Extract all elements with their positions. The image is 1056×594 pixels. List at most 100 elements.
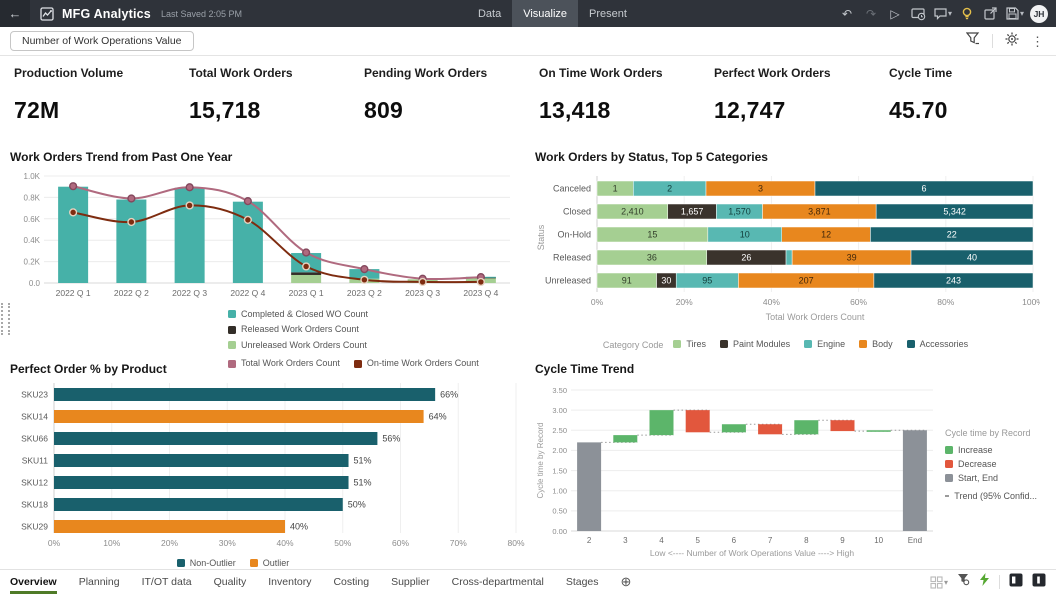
bar[interactable] [54,432,378,445]
bar[interactable] [54,388,436,401]
line-marker[interactable] [243,215,252,224]
kpi-cycle-time[interactable]: Cycle Time 45.70 [889,66,1056,124]
undo-icon[interactable]: ↶ [841,6,852,21]
bar-segment[interactable] [349,269,380,279]
segment-value-label: 1,570 [728,207,751,217]
bar[interactable] [54,410,424,423]
bar[interactable] [54,498,343,511]
filter-settings-icon[interactable] [957,573,970,591]
row-resize-handle[interactable] [1,303,10,335]
work-orders-by-status-svg[interactable]: 0%20%40%60%80%100%Canceled1236Closed2,41… [535,168,1044,322]
work-orders-trend-widget[interactable]: Work Orders Trend from Past One Year 0.0… [10,150,522,371]
schedule-icon[interactable] [910,4,928,24]
kpi-pending-work-orders[interactable]: Pending Work Orders 809 [364,66,539,124]
kpi-total-work-orders[interactable]: Total Work Orders 15,718 [189,66,364,124]
bar-segment[interactable] [116,199,147,283]
line-marker[interactable] [360,275,369,284]
caret-down-icon[interactable]: ▾ [1019,9,1024,18]
sheet-tab-stages[interactable]: Stages [565,576,599,588]
row-label: Canceled [553,184,591,194]
waterfall-bar[interactable] [794,420,819,435]
sheet-tab-inventory[interactable]: Inventory [268,576,312,588]
y-axis-title: Cycle time by Record [536,422,545,498]
cycle-time-trend-svg[interactable]: 0.00 0.50 1.00 1.50 2.00 2.50 3.00 3.50 2 3 4 5 6 7 8 9… [535,380,943,560]
tab-present[interactable]: Present [589,7,627,20]
waterfall-bar[interactable] [721,424,746,433]
line-marker[interactable] [418,277,427,287]
caret-down-icon[interactable]: ▾ [947,9,952,18]
cycle-time-trend-widget[interactable]: Cycle Time Trend 0.00 0.50 1.00 1.50 2.00 2.5… [535,362,1053,565]
line-marker[interactable] [185,183,194,192]
bar-segment[interactable] [873,272,1034,289]
sheet-tab-cross-departmental[interactable]: Cross-departmental [451,576,544,588]
waterfall-bar[interactable] [866,430,891,432]
spark-lightning-icon[interactable] [979,573,990,591]
waterfall-bar[interactable] [830,420,855,432]
waterfall-bar[interactable] [577,442,602,531]
sheet-tab-supplier[interactable]: Supplier [391,576,430,588]
waterfall-bar[interactable] [649,410,674,436]
line-marker[interactable] [302,248,311,257]
bar-segment[interactable] [785,249,793,266]
kebab-menu-icon[interactable]: ⋮ [1031,33,1044,49]
line-marker[interactable] [127,217,136,227]
sheet-tab-itot-data[interactable]: IT/OT data [141,576,192,588]
line-marker[interactable] [69,182,78,191]
bar-segment[interactable] [870,226,1034,243]
sheet-tab-planning[interactable]: Planning [78,576,120,588]
perfect-order-svg[interactable]: 0% 10% 20% 30% 40% 50% 60% 70% 80% SKU23 66% SKU14 6… [10,380,525,550]
x-tick-label: 2023 Q 4 [463,288,498,298]
line-marker[interactable] [69,208,78,217]
save-icon[interactable]: ▾ [1006,4,1024,24]
kpi-perfect-work-orders[interactable]: Perfect Work Orders 12,747 [714,66,889,124]
bar-segment[interactable] [291,274,322,283]
play-icon[interactable]: ▷ [890,6,900,21]
tab-visualize[interactable]: Visualize [512,0,579,27]
bar[interactable] [54,476,349,489]
bar[interactable] [54,520,285,533]
waterfall-bar[interactable] [758,424,783,435]
bar-segment[interactable] [910,249,1034,266]
category-label: SKU12 [21,478,48,488]
work-orders-trend-svg[interactable]: 0.0 0.2K 0.4K 0.6K 0.8K 1.0K 2022 Q 1 2022 Q 2 2… [10,168,515,300]
settings-gear-icon[interactable] [1005,32,1019,51]
line-marker[interactable] [360,264,369,274]
kpi-production-volume[interactable]: Production Volume 72M [14,66,189,124]
waterfall-bar[interactable] [902,430,927,531]
user-avatar[interactable]: JH [1030,4,1048,23]
waterfall-bar[interactable] [685,410,710,433]
sheet-tab-quality[interactable]: Quality [213,576,247,588]
bar-segment[interactable] [291,272,322,275]
bar-segment[interactable] [875,203,1034,220]
panel-center-layout-icon[interactable] [1032,573,1046,592]
filter-funnel-icon[interactable] [965,32,980,50]
perfect-order-widget[interactable]: Perfect Order % by Product 0% 10% 20% 30% 40… [10,362,532,571]
redo-icon[interactable]: ↷ [865,6,876,21]
sheet-tab-overview[interactable]: Overview [10,570,57,594]
insights-lightbulb-icon[interactable] [958,4,976,24]
legend-item: Accessories [906,337,968,352]
line-marker[interactable] [476,277,485,287]
segment-value-label: 12 [821,230,831,240]
sheet-tab-costing[interactable]: Costing [333,576,370,588]
filter-control-number-of-work-operations[interactable]: Number of Work Operations Value [10,31,194,51]
open-in-new-icon[interactable] [982,4,1000,24]
bar-segment[interactable] [814,180,1034,197]
panel-left-layout-icon[interactable] [1009,573,1023,592]
add-sheet-icon[interactable]: ⊕ [620,574,632,589]
bar-segment[interactable] [58,186,89,283]
kpi-on-time-work-orders[interactable]: On Time Work Orders 13,418 [539,66,714,124]
comment-icon[interactable]: ▾ [934,4,952,24]
tab-data[interactable]: Data [477,7,502,20]
line-marker[interactable] [302,262,311,271]
line-marker[interactable] [243,197,252,206]
value-label: 64% [429,412,447,422]
work-orders-by-status-widget[interactable]: Work Orders by Status, Top 5 Categories … [535,150,1050,353]
line-marker[interactable] [185,201,194,210]
waterfall-bar[interactable] [613,435,638,443]
grid-layout-icon[interactable]: ▾ [930,575,948,589]
line-marker[interactable] [127,194,136,203]
bar[interactable] [54,454,349,467]
back-button[interactable]: ← [0,0,30,27]
caret-down-icon[interactable]: ▾ [943,577,948,587]
